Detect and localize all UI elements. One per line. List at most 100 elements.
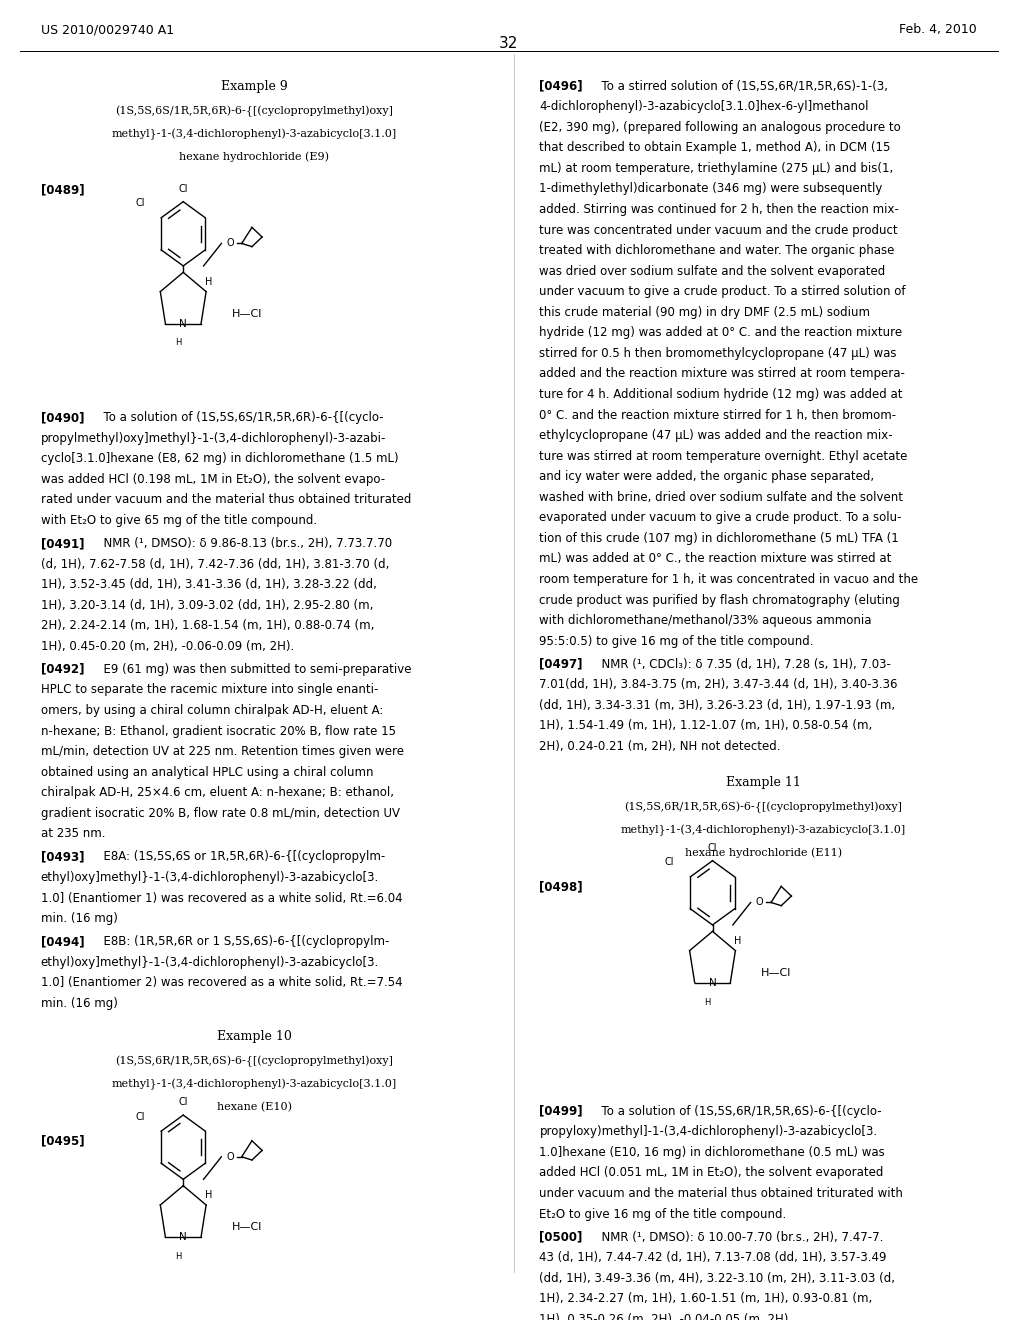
Text: methyl}-1-(3,4-dichlorophenyl)-3-azabicyclo[3.1.0]: methyl}-1-(3,4-dichlorophenyl)-3-azabicy… (112, 1078, 397, 1090)
Text: min. (16 mg): min. (16 mg) (41, 997, 118, 1010)
Text: Example 9: Example 9 (221, 79, 288, 92)
Text: NMR (¹, DMSO): δ 9.86-8.13 (br.s., 2H), 7.73.7.70: NMR (¹, DMSO): δ 9.86-8.13 (br.s., 2H), … (95, 537, 392, 550)
Text: was added HCl (0.198 mL, 1M in Et₂O), the solvent evapo-: was added HCl (0.198 mL, 1M in Et₂O), th… (41, 473, 385, 486)
Text: H—Cl: H—Cl (231, 1222, 262, 1233)
Text: N: N (179, 1232, 187, 1242)
Text: 1.0] (Enantiomer 2) was recovered as a white solid, Rt.=7.54: 1.0] (Enantiomer 2) was recovered as a w… (41, 977, 402, 989)
Text: cyclo[3.1.0]hexane (E8, 62 mg) in dichloromethane (1.5 mL): cyclo[3.1.0]hexane (E8, 62 mg) in dichlo… (41, 453, 398, 465)
Text: [0494]: [0494] (41, 935, 84, 948)
Text: H: H (205, 1191, 212, 1200)
Text: evaporated under vacuum to give a crude product. To a solu-: evaporated under vacuum to give a crude … (540, 511, 902, 524)
Text: 2H), 0.24-0.21 (m, 2H), NH not detected.: 2H), 0.24-0.21 (m, 2H), NH not detected. (540, 741, 781, 752)
Text: 1-dimethylethyl)dicarbonate (346 mg) were subsequently: 1-dimethylethyl)dicarbonate (346 mg) wer… (540, 182, 883, 195)
Text: hexane hydrochloride (E11): hexane hydrochloride (E11) (685, 847, 842, 858)
Text: 1H), 3.52-3.45 (dd, 1H), 3.41-3.36 (d, 1H), 3.28-3.22 (dd,: 1H), 3.52-3.45 (dd, 1H), 3.41-3.36 (d, 1… (41, 578, 377, 591)
Text: that described to obtain Example 1, method A), in DCM (15: that described to obtain Example 1, meth… (540, 141, 891, 154)
Text: (1S,5S,6R/1R,5R,6S)-6-{[(cyclopropylmethyl)oxy]: (1S,5S,6R/1R,5R,6S)-6-{[(cyclopropylmeth… (625, 801, 902, 813)
Text: [0491]: [0491] (41, 537, 84, 550)
Text: Feb. 4, 2010: Feb. 4, 2010 (899, 24, 977, 36)
Text: (dd, 1H), 3.49-3.36 (m, 4H), 3.22-3.10 (m, 2H), 3.11-3.03 (d,: (dd, 1H), 3.49-3.36 (m, 4H), 3.22-3.10 (… (540, 1271, 895, 1284)
Text: ture was concentrated under vacuum and the crude product: ture was concentrated under vacuum and t… (540, 223, 898, 236)
Text: To a solution of (1S,5S,6S/1R,5R,6R)-6-{[(cyclo-: To a solution of (1S,5S,6S/1R,5R,6R)-6-{… (95, 411, 383, 424)
Text: min. (16 mg): min. (16 mg) (41, 912, 118, 925)
Text: 4-dichlorophenyl)-3-azabicyclo[3.1.0]hex-6-yl]methanol: 4-dichlorophenyl)-3-azabicyclo[3.1.0]hex… (540, 100, 869, 114)
Text: methyl}-1-(3,4-dichlorophenyl)-3-azabicyclo[3.1.0]: methyl}-1-(3,4-dichlorophenyl)-3-azabicy… (112, 128, 397, 140)
Text: was dried over sodium sulfate and the solvent evaporated: was dried over sodium sulfate and the so… (540, 264, 886, 277)
Text: with dichloromethane/methanol/33% aqueous ammonia: with dichloromethane/methanol/33% aqueou… (540, 614, 872, 627)
Text: 1H), 0.35-0.26 (m, 2H), -0.04-0.05 (m, 2H).: 1H), 0.35-0.26 (m, 2H), -0.04-0.05 (m, 2… (540, 1313, 793, 1320)
Text: 1H), 1.54-1.49 (m, 1H), 1.12-1.07 (m, 1H), 0.58-0.54 (m,: 1H), 1.54-1.49 (m, 1H), 1.12-1.07 (m, 1H… (540, 719, 872, 733)
Text: 1H), 0.45-0.20 (m, 2H), -0.06-0.09 (m, 2H).: 1H), 0.45-0.20 (m, 2H), -0.06-0.09 (m, 2… (41, 640, 294, 653)
Text: 7.01(dd, 1H), 3.84-3.75 (m, 2H), 3.47-3.44 (d, 1H), 3.40-3.36: 7.01(dd, 1H), 3.84-3.75 (m, 2H), 3.47-3.… (540, 678, 898, 692)
Text: under vacuum to give a crude product. To a stirred solution of: under vacuum to give a crude product. To… (540, 285, 906, 298)
Text: (d, 1H), 7.62-7.58 (d, 1H), 7.42-7.36 (dd, 1H), 3.81-3.70 (d,: (d, 1H), 7.62-7.58 (d, 1H), 7.42-7.36 (d… (41, 557, 389, 570)
Text: and icy water were added, the organic phase separated,: and icy water were added, the organic ph… (540, 470, 874, 483)
Text: [0489]: [0489] (41, 183, 84, 197)
Text: E8B: (1R,5R,6R or 1 S,5S,6S)-6-{[(cyclopropylm-: E8B: (1R,5R,6R or 1 S,5S,6S)-6-{[(cyclop… (95, 935, 389, 948)
Text: ethyl)oxy]methyl}-1-(3,4-dichlorophenyl)-3-azabicyclo[3.: ethyl)oxy]methyl}-1-(3,4-dichlorophenyl)… (41, 956, 379, 969)
Text: [0490]: [0490] (41, 411, 84, 424)
Text: 2H), 2.24-2.14 (m, 1H), 1.68-1.54 (m, 1H), 0.88-0.74 (m,: 2H), 2.24-2.14 (m, 1H), 1.68-1.54 (m, 1H… (41, 619, 374, 632)
Text: mL/min, detection UV at 225 nm. Retention times given were: mL/min, detection UV at 225 nm. Retentio… (41, 744, 403, 758)
Text: H: H (734, 936, 741, 946)
Text: mL) was added at 0° C., the reaction mixture was stirred at: mL) was added at 0° C., the reaction mix… (540, 552, 892, 565)
Text: NMR (¹, DMSO): δ 10.00-7.70 (br.s., 2H), 7.47-7.: NMR (¹, DMSO): δ 10.00-7.70 (br.s., 2H),… (595, 1230, 884, 1243)
Text: 95:5:0.5) to give 16 mg of the title compound.: 95:5:0.5) to give 16 mg of the title com… (540, 635, 814, 648)
Text: [0497]: [0497] (540, 657, 583, 671)
Text: propylmethyl)oxy]methyl}-1-(3,4-dichlorophenyl)-3-azabi-: propylmethyl)oxy]methyl}-1-(3,4-dichloro… (41, 432, 386, 445)
Text: washed with brine, dried over sodium sulfate and the solvent: washed with brine, dried over sodium sul… (540, 491, 903, 504)
Text: 1.0]hexane (E10, 16 mg) in dichloromethane (0.5 mL) was: 1.0]hexane (E10, 16 mg) in dichlorometha… (540, 1146, 885, 1159)
Text: at 235 nm.: at 235 nm. (41, 828, 105, 841)
Text: hexane hydrochloride (E9): hexane hydrochloride (E9) (179, 152, 330, 162)
Text: ethyl)oxy]methyl}-1-(3,4-dichlorophenyl)-3-azabicyclo[3.: ethyl)oxy]methyl}-1-(3,4-dichlorophenyl)… (41, 871, 379, 884)
Text: methyl}-1-(3,4-dichlorophenyl)-3-azabicyclo[3.1.0]: methyl}-1-(3,4-dichlorophenyl)-3-azabicy… (621, 825, 906, 836)
Text: omers, by using a chiral column chiralpak AD-H, eluent A:: omers, by using a chiral column chiralpa… (41, 704, 383, 717)
Text: Et₂O to give 16 mg of the title compound.: Et₂O to give 16 mg of the title compound… (540, 1208, 786, 1221)
Text: Cl: Cl (135, 198, 144, 209)
Text: US 2010/0029740 A1: US 2010/0029740 A1 (41, 24, 174, 36)
Text: obtained using an analytical HPLC using a chiral column: obtained using an analytical HPLC using … (41, 766, 373, 779)
Text: [0492]: [0492] (41, 663, 84, 676)
Text: hydride (12 mg) was added at 0° C. and the reaction mixture: hydride (12 mg) was added at 0° C. and t… (540, 326, 902, 339)
Text: Cl: Cl (708, 843, 717, 853)
Text: tion of this crude (107 mg) in dichloromethane (5 mL) TFA (1: tion of this crude (107 mg) in dichlorom… (540, 532, 899, 545)
Text: 1H), 3.20-3.14 (d, 1H), 3.09-3.02 (dd, 1H), 2.95-2.80 (m,: 1H), 3.20-3.14 (d, 1H), 3.09-3.02 (dd, 1… (41, 599, 373, 611)
Text: H: H (175, 1251, 181, 1261)
Text: 32: 32 (500, 36, 518, 51)
Text: Cl: Cl (135, 1111, 144, 1122)
Text: this crude material (90 mg) in dry DMF (2.5 mL) sodium: this crude material (90 mg) in dry DMF (… (540, 306, 870, 318)
Text: rated under vacuum and the material thus obtained triturated: rated under vacuum and the material thus… (41, 494, 411, 507)
Text: ethylcyclopropane (47 μL) was added and the reaction mix-: ethylcyclopropane (47 μL) was added and … (540, 429, 893, 442)
Text: H: H (205, 277, 212, 286)
Text: [0495]: [0495] (41, 1134, 84, 1147)
Text: added. Stirring was continued for 2 h, then the reaction mix-: added. Stirring was continued for 2 h, t… (540, 203, 899, 216)
Text: under vacuum and the material thus obtained triturated with: under vacuum and the material thus obtai… (540, 1187, 903, 1200)
Text: [0493]: [0493] (41, 850, 84, 863)
Text: propyloxy)methyl]-1-(3,4-dichlorophenyl)-3-azabicyclo[3.: propyloxy)methyl]-1-(3,4-dichlorophenyl)… (540, 1126, 878, 1138)
Text: ture for 4 h. Additional sodium hydride (12 mg) was added at: ture for 4 h. Additional sodium hydride … (540, 388, 903, 401)
Text: with Et₂O to give 65 mg of the title compound.: with Et₂O to give 65 mg of the title com… (41, 513, 316, 527)
Text: Cl: Cl (178, 1097, 188, 1107)
Text: 0° C. and the reaction mixture stirred for 1 h, then bromom-: 0° C. and the reaction mixture stirred f… (540, 408, 897, 421)
Text: H: H (175, 338, 181, 347)
Text: NMR (¹, CDCl₃): δ 7.35 (d, 1H), 7.28 (s, 1H), 7.03-: NMR (¹, CDCl₃): δ 7.35 (d, 1H), 7.28 (s,… (595, 657, 891, 671)
Text: 43 (d, 1H), 7.44-7.42 (d, 1H), 7.13-7.08 (dd, 1H), 3.57-3.49: 43 (d, 1H), 7.44-7.42 (d, 1H), 7.13-7.08… (540, 1251, 887, 1265)
Text: added and the reaction mixture was stirred at room tempera-: added and the reaction mixture was stirr… (540, 367, 905, 380)
Text: room temperature for 1 h, it was concentrated in vacuo and the: room temperature for 1 h, it was concent… (540, 573, 919, 586)
Text: [0499]: [0499] (540, 1105, 583, 1118)
Text: n-hexane; B: Ethanol, gradient isocratic 20% B, flow rate 15: n-hexane; B: Ethanol, gradient isocratic… (41, 725, 395, 738)
Text: O: O (226, 239, 234, 248)
Text: [0500]: [0500] (540, 1230, 583, 1243)
Text: (1S,5S,6R/1R,5R,6S)-6-{[(cyclopropylmethyl)oxy]: (1S,5S,6R/1R,5R,6S)-6-{[(cyclopropylmeth… (116, 1056, 393, 1068)
Text: N: N (709, 978, 717, 987)
Text: ture was stirred at room temperature overnight. Ethyl acetate: ture was stirred at room temperature ove… (540, 450, 908, 462)
Text: H—Cl: H—Cl (231, 309, 262, 319)
Text: (E2, 390 mg), (prepared following an analogous procedure to: (E2, 390 mg), (prepared following an ana… (540, 120, 901, 133)
Text: H—Cl: H—Cl (761, 968, 792, 978)
Text: N: N (179, 318, 187, 329)
Text: Cl: Cl (178, 183, 188, 194)
Text: Example 10: Example 10 (217, 1031, 292, 1043)
Text: treated with dichloromethane and water. The organic phase: treated with dichloromethane and water. … (540, 244, 895, 257)
Text: E9 (61 mg) was then submitted to semi-preparative: E9 (61 mg) was then submitted to semi-pr… (95, 663, 412, 676)
Text: O: O (756, 898, 763, 907)
